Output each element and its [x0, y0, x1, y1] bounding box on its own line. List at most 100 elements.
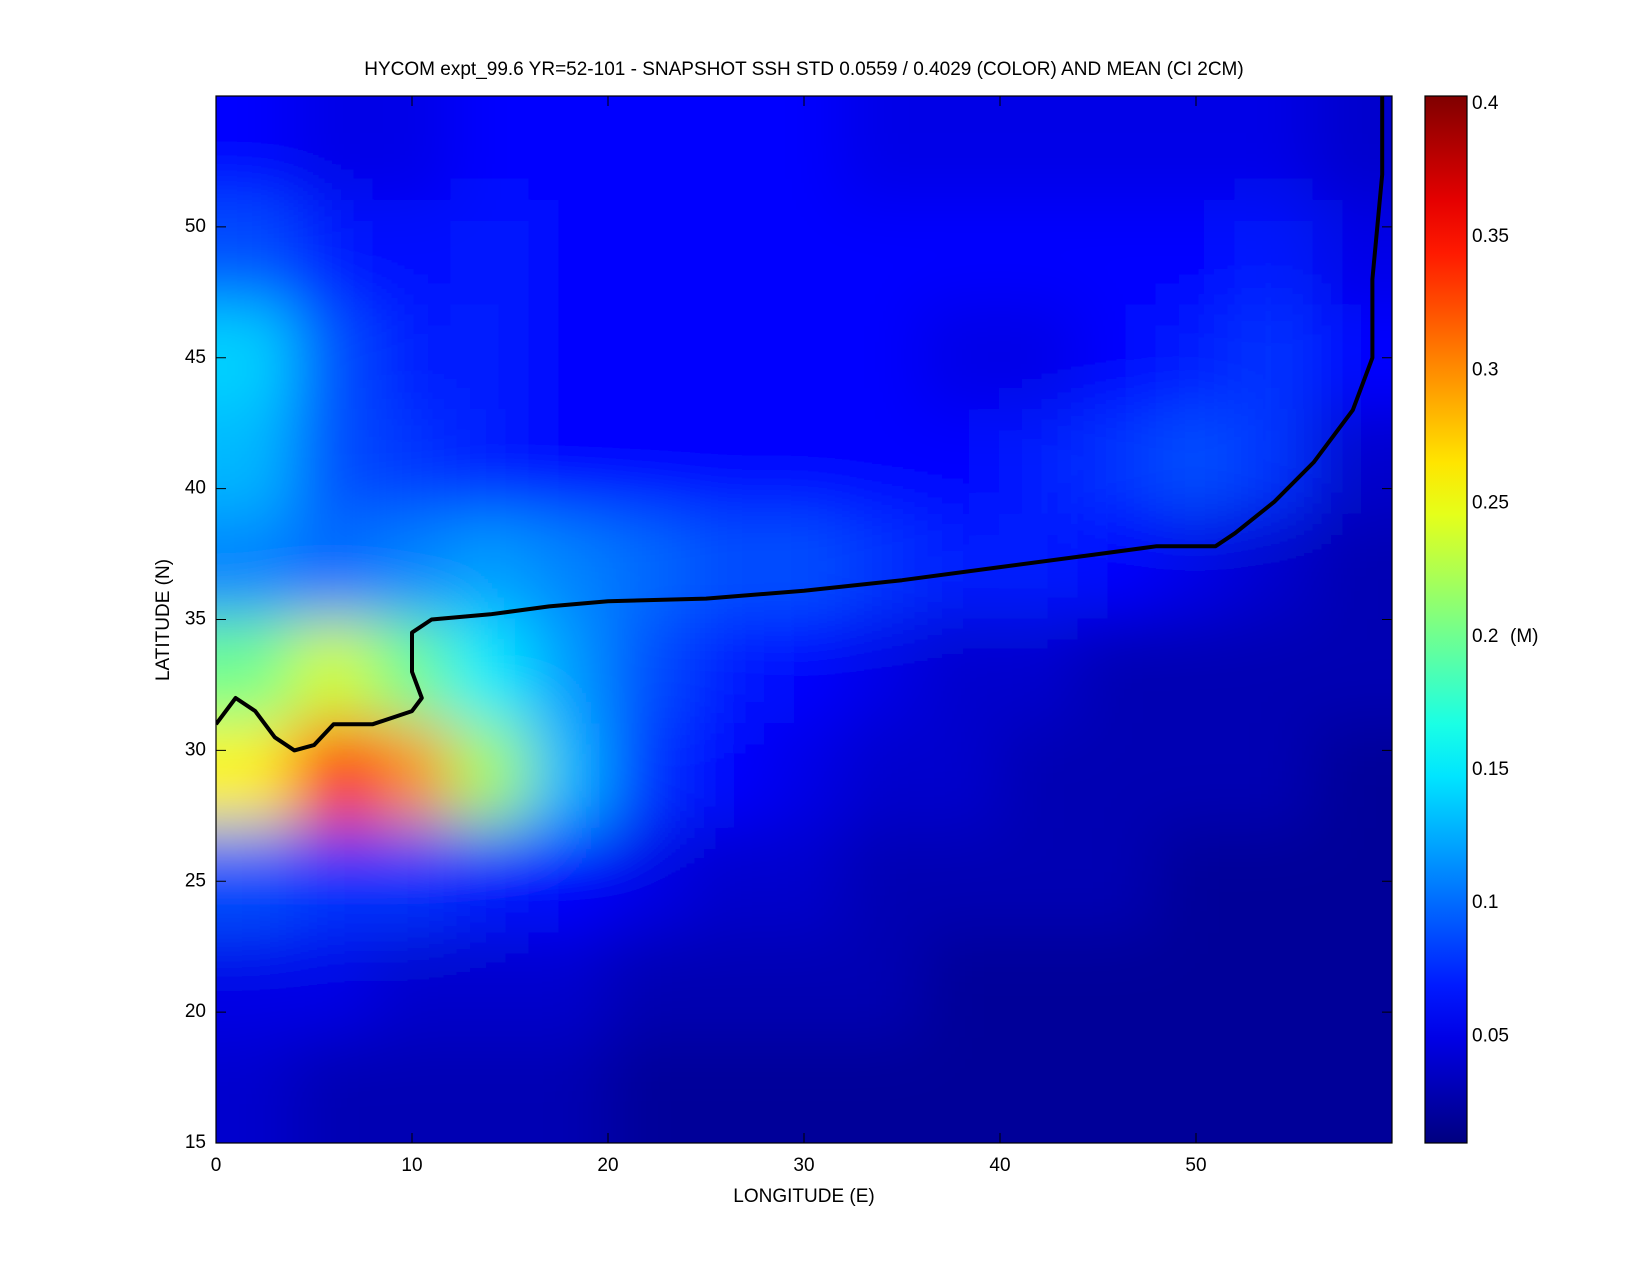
heat-cell — [607, 932, 688, 1040]
heat-cell — [1077, 409, 1158, 516]
heat-cell — [999, 96, 1080, 202]
heat-cell — [1312, 96, 1392, 202]
heat-cell — [528, 304, 609, 412]
heat-cell — [999, 618, 1080, 726]
heat-cell — [528, 618, 609, 726]
heat-cell — [450, 199, 531, 307]
x-tick-label: 20 — [597, 1155, 618, 1176]
heat-cell — [1155, 723, 1237, 830]
heat-cell — [685, 1037, 766, 1143]
heat-cell — [763, 409, 845, 516]
heat-cell — [528, 96, 609, 202]
heat-cell — [920, 723, 1001, 830]
heat-cell — [1234, 96, 1315, 202]
front-line — [216, 96, 1385, 753]
y-tick-label: 50 — [185, 216, 206, 237]
heat-cell — [1234, 513, 1315, 621]
heat-cell — [920, 827, 1001, 935]
heat-cell — [685, 513, 766, 621]
heat-cell — [528, 827, 609, 935]
heat-cell — [763, 96, 845, 202]
heat-cell — [293, 513, 374, 621]
heat-cell — [450, 304, 531, 412]
heat-cell — [1077, 304, 1158, 412]
heat-cell — [842, 409, 923, 516]
heat-cell — [999, 199, 1080, 307]
colorbar-tick-label: 0.3 — [1472, 359, 1498, 380]
colorbar-tick-label: 0.2 — [1472, 626, 1498, 647]
heat-cell — [920, 199, 1001, 307]
heat-cell — [293, 96, 374, 202]
heat-cell — [216, 513, 296, 621]
heat-cell — [1312, 827, 1392, 935]
heat-cell — [450, 1037, 531, 1143]
heat-cell — [293, 304, 374, 412]
heat-cell — [1234, 1037, 1315, 1143]
heat-cell — [1155, 827, 1237, 935]
heat-cell — [1077, 96, 1158, 202]
heat-cell — [999, 932, 1080, 1040]
heat-cell — [1077, 199, 1158, 307]
plot-frame — [215, 95, 1393, 1144]
heat-cell — [371, 723, 453, 830]
heat-cell — [842, 199, 923, 307]
heat-cell — [607, 827, 688, 935]
colorbar-unit: (M) — [1510, 626, 1538, 647]
heat-cell — [763, 199, 845, 307]
heat-cell — [1234, 827, 1315, 935]
colorbar-tick-label: 0.05 — [1472, 1025, 1509, 1046]
heat-cell — [371, 827, 453, 935]
heat-cell — [1234, 618, 1315, 726]
heat-cell — [1234, 932, 1315, 1040]
heat-cell — [685, 827, 766, 935]
heat-cell — [685, 199, 766, 307]
heat-cell — [371, 304, 453, 412]
heat-cell — [685, 409, 766, 516]
heat-cell — [920, 96, 1001, 202]
heat-cell — [450, 409, 531, 516]
colorbar-tick-label: 0.35 — [1472, 226, 1509, 247]
heat-cell — [1234, 409, 1315, 516]
heat-cell — [371, 199, 453, 307]
y-tick-label: 40 — [185, 478, 206, 499]
heat-cell — [1312, 618, 1392, 726]
heat-cell — [920, 1037, 1001, 1143]
y-tick-label: 30 — [185, 739, 206, 760]
heat-cell — [293, 199, 374, 307]
heat-cell — [1155, 96, 1237, 202]
heat-cell — [999, 304, 1080, 412]
heat-cell — [216, 827, 296, 935]
heat-cell — [607, 723, 688, 830]
x-axis-label: LONGITUDE (E) — [733, 1186, 874, 1207]
x-tick-label: 0 — [211, 1155, 222, 1176]
heat-cell — [920, 618, 1001, 726]
heat-cell — [371, 96, 453, 202]
heat-cell — [1234, 199, 1315, 307]
heat-cell — [607, 409, 688, 516]
heat-cell — [1155, 618, 1237, 726]
x-tick-label: 50 — [1185, 1155, 1206, 1176]
heat-cell — [842, 932, 923, 1040]
heat-cell — [763, 723, 845, 830]
heat-cell — [528, 723, 609, 830]
heat-cell — [1155, 513, 1237, 621]
heat-cell — [1234, 723, 1315, 830]
heat-cell — [1077, 618, 1158, 726]
heat-cell — [920, 304, 1001, 412]
heat-cell — [216, 932, 296, 1040]
heat-cell — [216, 723, 296, 830]
heat-cell — [450, 618, 531, 726]
heat-cell — [842, 513, 923, 621]
heat-cell — [528, 199, 609, 307]
heat-cell — [1077, 723, 1158, 830]
heat-cell — [450, 513, 531, 621]
heat-cell — [371, 513, 453, 621]
colorbar-tick-label: 0.1 — [1472, 892, 1498, 913]
heat-cell — [1234, 304, 1315, 412]
heat-cell — [216, 199, 296, 307]
heat-cell — [371, 1037, 453, 1143]
heat-cell — [763, 304, 845, 412]
heat-cell — [216, 96, 296, 202]
heat-cell — [1155, 932, 1237, 1040]
